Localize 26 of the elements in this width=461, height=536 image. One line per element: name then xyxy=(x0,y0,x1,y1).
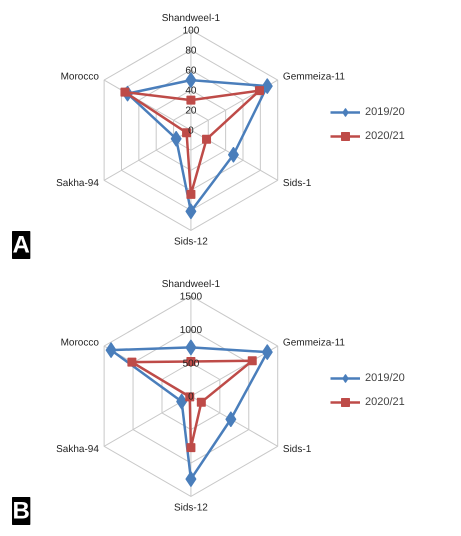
y-tick-label: 0 xyxy=(188,392,194,403)
legend-label: 2020/21 xyxy=(365,396,405,408)
spoke-label: Morocco xyxy=(60,338,100,349)
y-tick-label: 40 xyxy=(185,86,197,97)
spoke-label: Shandweel-1 xyxy=(162,278,221,290)
spoke-label: Morocco xyxy=(60,72,100,83)
legend-label: 2019/20 xyxy=(365,106,405,118)
y-tick-label: 100 xyxy=(182,25,200,36)
y-tick-label: 20 xyxy=(185,106,197,117)
legend-label: 2019/20 xyxy=(365,372,405,384)
spoke-label: Sids-1 xyxy=(282,178,312,189)
y-tick-label: 1500 xyxy=(180,291,202,302)
legend-label: 2020/21 xyxy=(365,130,405,142)
spoke-label: Sids-12 xyxy=(174,502,208,514)
spoke-label: Gemmeiza-11 xyxy=(282,338,346,349)
spoke-label: Gemmeiza-11 xyxy=(282,72,346,83)
spoke-label: Sids-12 xyxy=(174,236,208,248)
spoke-label: Sakha-94 xyxy=(56,178,100,189)
y-tick-label: 80 xyxy=(185,46,197,57)
text: B xyxy=(12,498,30,524)
spoke-label: Sids-1 xyxy=(282,444,312,455)
text: A xyxy=(12,232,30,258)
y-tick-label: 60 xyxy=(185,66,197,77)
spoke-label: Sakha-94 xyxy=(56,444,100,455)
spoke-label: Shandweel-1 xyxy=(162,12,221,24)
y-tick-label: 1000 xyxy=(180,324,202,336)
